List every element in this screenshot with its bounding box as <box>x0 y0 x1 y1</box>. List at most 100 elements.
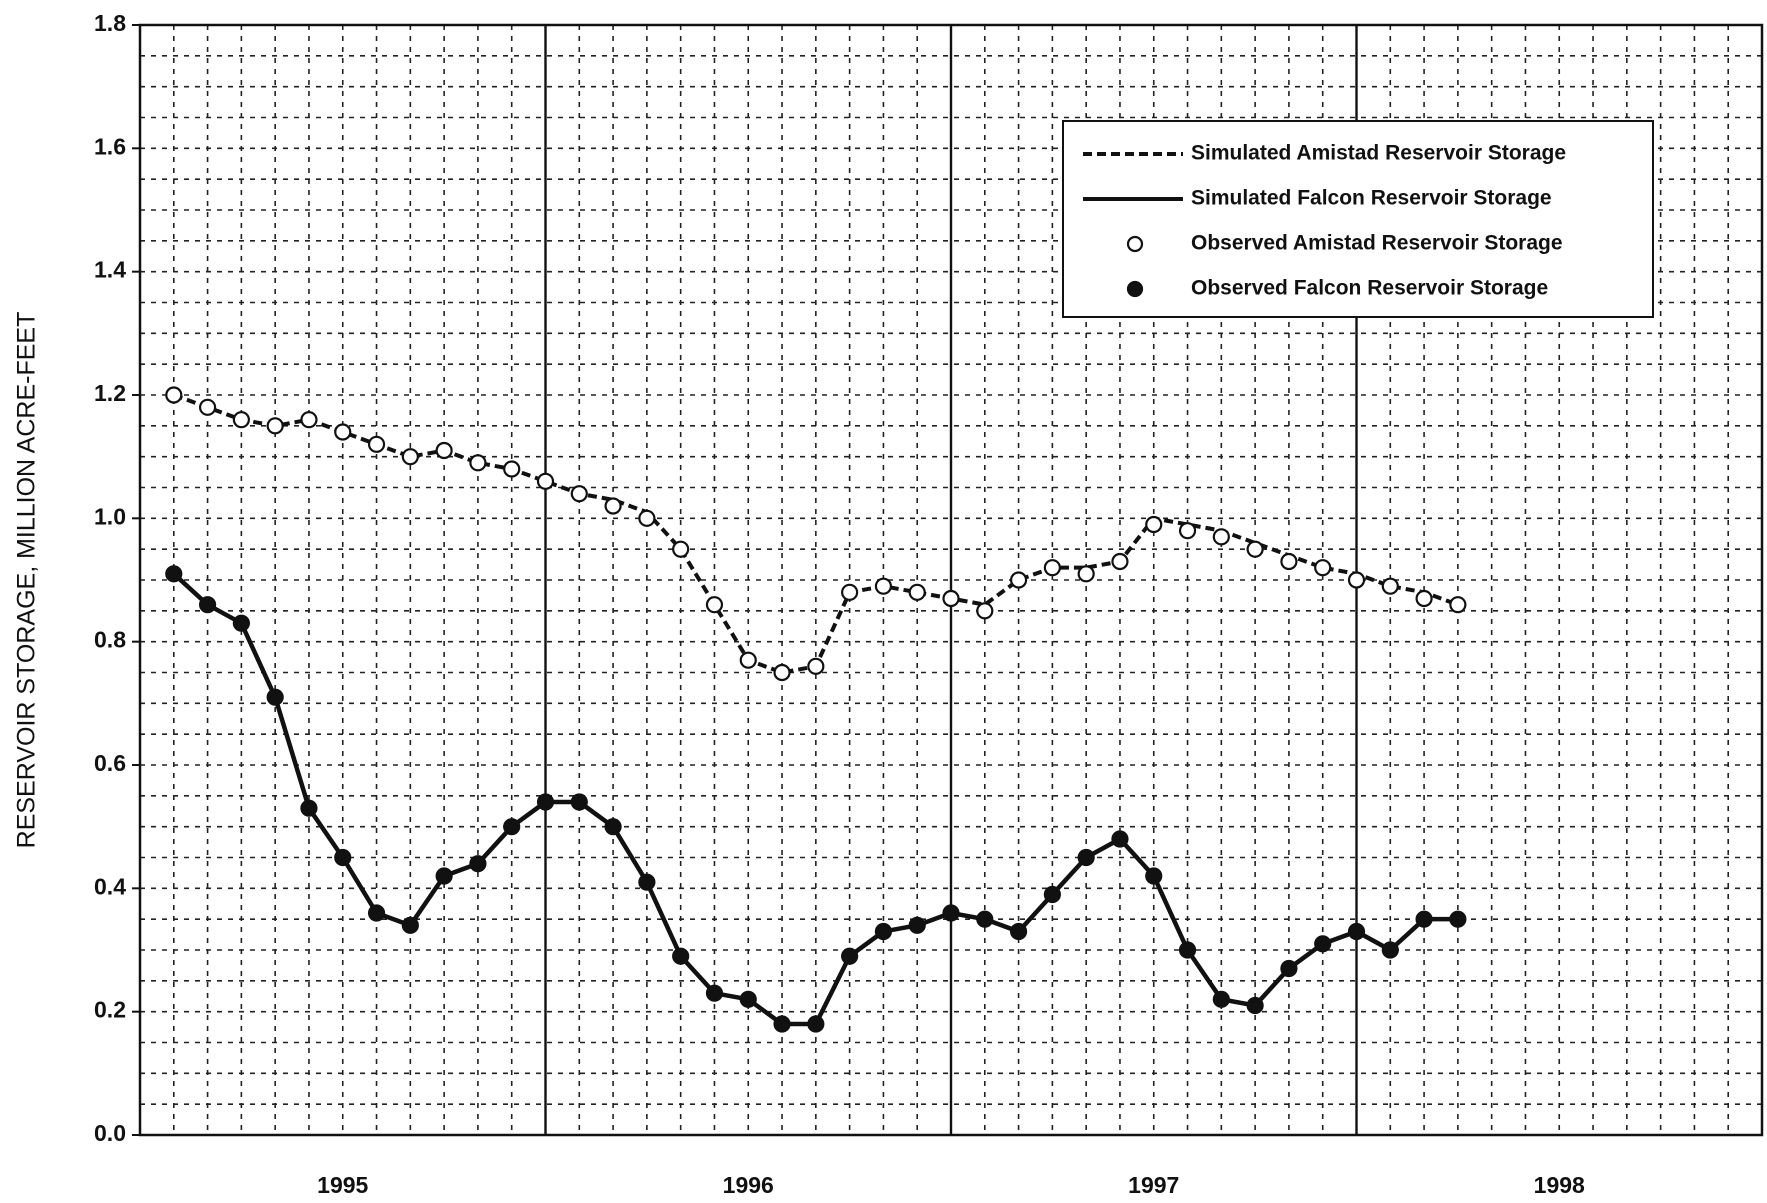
data-point <box>638 873 656 891</box>
data-point <box>773 663 791 682</box>
data-point <box>1381 941 1399 959</box>
data-point <box>672 540 690 558</box>
data-point <box>198 596 217 614</box>
data-point <box>841 583 859 601</box>
data-point <box>1347 922 1366 941</box>
data-point <box>1145 515 1163 534</box>
y-tick-label: 0.2 <box>94 997 126 1023</box>
data-point <box>1212 528 1230 546</box>
data-point <box>536 793 555 811</box>
legend-label: Simulated Falcon Reservoir Storage <box>1191 187 1552 210</box>
data-point <box>1314 935 1332 953</box>
data-point <box>604 818 622 836</box>
y-tick-label: 1.8 <box>94 10 126 36</box>
data-point <box>705 984 724 1002</box>
data-point <box>503 818 521 836</box>
data-point <box>469 454 487 472</box>
data-point <box>1449 596 1467 614</box>
y-tick-label: 1.2 <box>94 380 126 406</box>
data-point <box>536 472 555 490</box>
data-point <box>1415 589 1433 608</box>
data-point <box>841 947 859 965</box>
data-point <box>1314 559 1332 577</box>
data-point <box>367 435 386 453</box>
y-axis-label: RESERVOIR STORAGE, MILLION ACRE-FEET <box>13 312 41 849</box>
data-point <box>570 485 588 503</box>
y-tick-label: 1.4 <box>94 257 126 283</box>
plot-frame <box>138 23 1764 1137</box>
data-point <box>165 565 183 583</box>
data-point <box>570 793 588 811</box>
data-point <box>334 423 352 441</box>
data-point <box>300 411 318 429</box>
data-point <box>1145 867 1163 885</box>
data-point <box>401 448 419 466</box>
data-point <box>908 916 926 934</box>
data-point <box>874 577 893 595</box>
data-point <box>1111 830 1129 848</box>
data-point <box>503 460 521 478</box>
data-point <box>435 441 453 460</box>
data-point <box>367 904 386 922</box>
data-point <box>942 589 960 608</box>
data-point <box>672 947 690 965</box>
data-point <box>1178 941 1197 959</box>
legend-label: Observed Amistad Reservoir Storage <box>1191 232 1563 255</box>
data-point <box>266 417 284 435</box>
data-point <box>1043 885 1061 904</box>
data-point <box>266 688 284 706</box>
data-point <box>300 799 318 817</box>
data-point <box>1077 565 1095 583</box>
y-tick-label: 0.0 <box>94 1120 126 1146</box>
data-point <box>1246 540 1264 558</box>
data-point <box>1280 552 1298 571</box>
data-point <box>942 904 960 922</box>
data-point <box>1415 910 1433 928</box>
data-point <box>334 848 352 867</box>
legend-label: Observed Falcon Reservoir Storage <box>1191 277 1548 300</box>
data-point <box>739 990 757 1008</box>
data-point <box>1347 571 1366 589</box>
data-point <box>401 916 419 934</box>
data-point <box>1449 910 1467 928</box>
data-point <box>1043 559 1061 577</box>
data-point <box>807 657 825 675</box>
data-point <box>739 651 757 669</box>
data-point <box>1280 959 1298 978</box>
y-tick-label: 1.6 <box>94 133 126 159</box>
x-tick-label: 1996 <box>723 1172 774 1198</box>
legend-label: Simulated Amistad Reservoir Storage <box>1191 142 1566 165</box>
data-point <box>1381 577 1399 595</box>
data-point <box>807 1015 825 1033</box>
legend-swatch <box>1126 235 1144 253</box>
y-tick-label: 0.4 <box>94 873 126 899</box>
x-tick-label: 1995 <box>317 1172 368 1198</box>
data-point <box>976 910 994 928</box>
y-tick-label: 0.6 <box>94 750 126 776</box>
data-point <box>773 1015 791 1033</box>
x-tick-label: 1998 <box>1534 1172 1585 1198</box>
y-tick-label: 0.8 <box>94 627 126 653</box>
data-point <box>1009 571 1028 589</box>
data-point <box>874 922 893 941</box>
data-point <box>1009 922 1028 941</box>
data-point <box>469 855 487 873</box>
data-point <box>1111 552 1129 571</box>
data-point <box>165 386 183 404</box>
data-point <box>1178 522 1197 540</box>
data-point <box>232 411 250 429</box>
data-point <box>1077 848 1095 867</box>
data-point <box>435 867 453 885</box>
data-point <box>908 583 926 601</box>
data-point <box>705 596 724 614</box>
data-point <box>976 602 994 620</box>
legend-swatch <box>1126 280 1144 298</box>
data-point <box>1212 990 1230 1008</box>
data-point <box>198 398 217 416</box>
legend: Simulated Amistad Reservoir Storage Simul… <box>1062 120 1654 318</box>
data-point <box>232 614 250 632</box>
data-point <box>1246 996 1264 1015</box>
x-tick-label: 1997 <box>1128 1172 1179 1198</box>
data-point <box>638 509 656 527</box>
